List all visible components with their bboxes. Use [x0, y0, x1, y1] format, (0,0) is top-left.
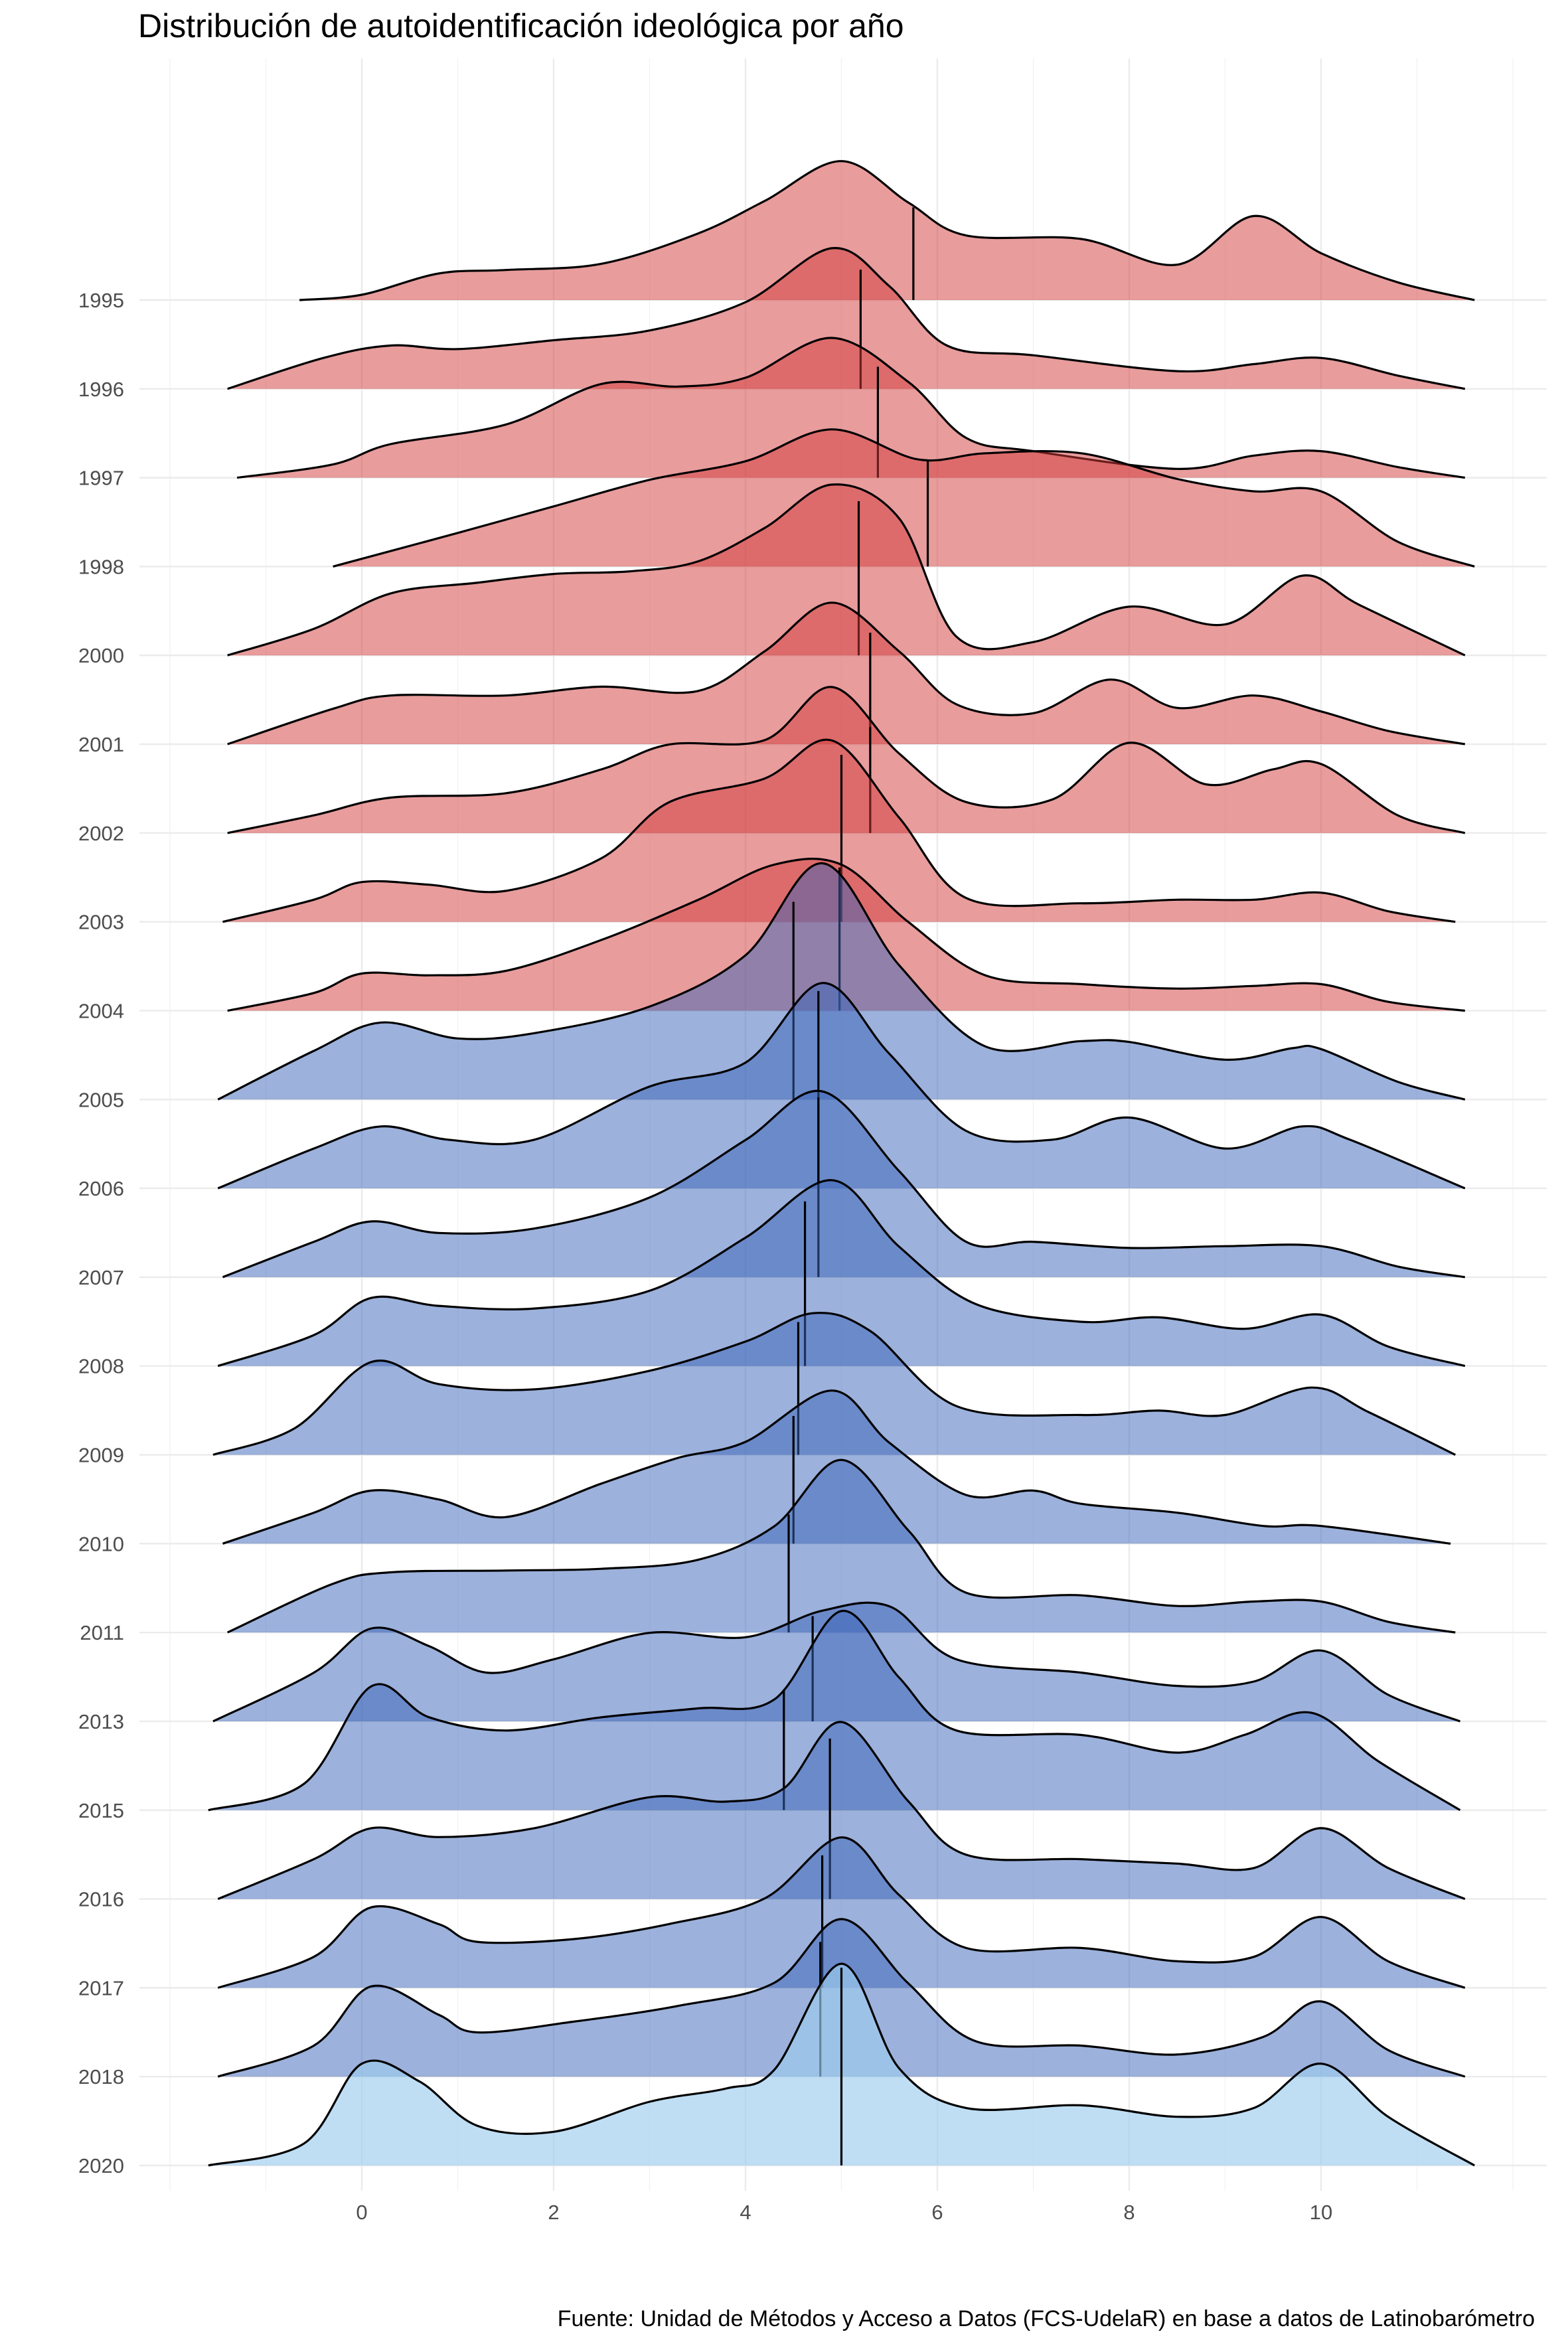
- x-tick-label: 2: [548, 2201, 559, 2224]
- ridge-line-2010: [222, 1389, 1451, 1545]
- y-tick-label: 2004: [78, 999, 124, 1022]
- y-tick-label: 2001: [78, 733, 124, 756]
- ridge-line-2013: [212, 1601, 1461, 1723]
- ridge-line-2003: [222, 738, 1456, 923]
- y-tick-label: 2006: [78, 1177, 124, 1200]
- x-tick-label: 6: [931, 2201, 943, 2224]
- ridge-line-2017: [217, 1836, 1466, 1989]
- y-tick-label: 2020: [78, 2154, 124, 2177]
- ridge-line-2007: [222, 1089, 1466, 1279]
- ridge-line-2008: [217, 1179, 1466, 1368]
- ridge-line-2001: [227, 601, 1466, 745]
- ridge-fill-1996: [227, 248, 1465, 389]
- ridge-fill-2016: [218, 1721, 1465, 1899]
- y-tick-label: 2017: [78, 1976, 124, 1999]
- ridge-line-2000: [227, 483, 1466, 657]
- y-tick-label: 2016: [78, 1888, 124, 1911]
- ridge-line-1995: [299, 160, 1475, 301]
- ridge-line-2018: [217, 1918, 1466, 2078]
- y-tick-label: 2010: [78, 1532, 124, 1555]
- ridge-line-2006: [217, 982, 1466, 1190]
- ridge-fill-1995: [299, 161, 1475, 300]
- ridge-line-2020: [208, 1962, 1475, 2167]
- ridge-line-2009: [212, 1312, 1456, 1456]
- y-axis-labels: 1995 1996 1997 1998 2000 2001 2002 2003 2004 2005…: [78, 289, 124, 2177]
- y-tick-label: 2007: [78, 1266, 124, 1289]
- y-tick-label: 2011: [80, 1621, 124, 1644]
- y-tick-label: 2000: [78, 644, 124, 667]
- y-tick-label: 1996: [78, 378, 124, 401]
- ridge-fill-2011: [227, 1460, 1456, 1633]
- y-tick-label: 2015: [78, 1799, 124, 1822]
- ridge-line-2002: [227, 686, 1466, 834]
- ridge-line-2011: [227, 1458, 1456, 1634]
- ridge-fill-2003: [222, 740, 1456, 922]
- ridge-line-2016: [217, 1721, 1466, 1901]
- x-axis-labels: 0 2 4 6 8 10: [356, 2201, 1332, 2224]
- y-tick-label: 2008: [78, 1355, 124, 1378]
- ridge-fill-2000: [227, 484, 1465, 656]
- ridge-fill-2001: [227, 602, 1465, 744]
- chart-caption: Fuente: Unidad de Métodos y Acceso a Dat…: [557, 2306, 1535, 2331]
- x-tick-label: 8: [1123, 2201, 1135, 2224]
- y-tick-label: 1998: [78, 555, 124, 578]
- ridge-fill-2009: [213, 1312, 1456, 1455]
- ridge-line-1998: [333, 428, 1475, 568]
- ridge-fill-2008: [218, 1180, 1465, 1366]
- ridges: [208, 160, 1475, 2167]
- ridge-fill-2006: [218, 982, 1465, 1189]
- ridge-line-1997: [236, 337, 1466, 479]
- y-tick-label: 2002: [78, 822, 124, 845]
- ridge-line-2004: [227, 858, 1465, 1012]
- x-tick-label: 0: [356, 2201, 367, 2224]
- ridge-fill-2015: [208, 1610, 1460, 1810]
- y-tick-label: 2018: [78, 2065, 124, 2088]
- y-tick-label: 1997: [78, 467, 124, 490]
- ridge-line-1996: [227, 247, 1466, 390]
- ridge-fill-1997: [237, 337, 1465, 478]
- ridge-line-2005: [217, 862, 1466, 1101]
- y-tick-label: 1995: [78, 289, 124, 312]
- y-tick-label: 2003: [78, 911, 124, 934]
- chart-title: Distribución de autoidentificación ideol…: [138, 7, 904, 44]
- x-tick-label: 10: [1310, 2201, 1332, 2224]
- ridge-line-2015: [208, 1610, 1461, 1812]
- y-tick-label: 2005: [78, 1088, 124, 1111]
- x-tick-label: 4: [740, 2201, 751, 2224]
- ridge-fill-2005: [218, 863, 1465, 1100]
- ridge-fill-1998: [333, 429, 1475, 567]
- ridge-fill-2017: [218, 1837, 1465, 1988]
- y-tick-label: 2013: [78, 1710, 124, 1733]
- y-tick-label: 2009: [78, 1444, 124, 1467]
